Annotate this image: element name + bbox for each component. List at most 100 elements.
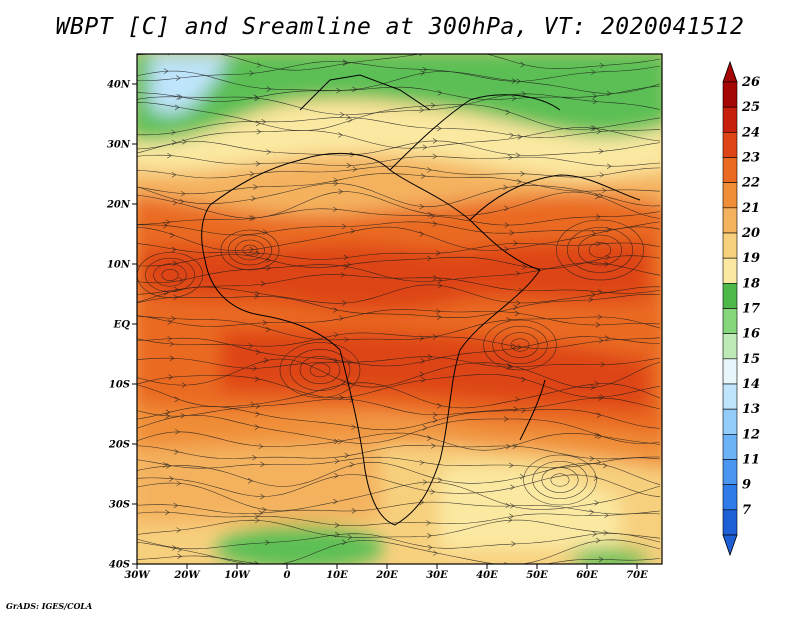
streamline-arrow [171,171,177,178]
streamline-arrow [344,336,349,343]
streamline-arrow [167,335,172,342]
streamline-arrow [333,498,338,505]
streamline [137,226,661,251]
colorbar-segment [722,358,738,385]
streamline-arrow [591,69,596,75]
streamline-arrow [588,296,594,303]
lon-label: 30E [426,570,448,581]
streamline-arrow [170,232,175,238]
streamline-arrow [432,334,438,340]
streamline-arrow [435,250,441,256]
streamline-arrow [338,132,343,138]
streamline-arrow [342,300,347,306]
streamline [137,555,661,564]
streamline-arrow [604,261,610,267]
streamline-arrow [340,272,346,278]
streamline-arrow [250,401,256,408]
streamline-arrow [256,128,262,135]
colorbar-label: 22 [741,176,760,191]
streamline-arrow [430,213,435,219]
swirl-streamline [532,460,588,500]
streamline-arrow [163,289,169,296]
streamline-arrow [430,489,436,495]
longitude-axis: 30W 20W 10W 0 10E 20E 30E 40E 50E 60E 70E [124,564,648,581]
streamline [137,309,661,327]
streamline-arrow [427,532,432,539]
streamline-arrow [419,107,425,113]
colorbar-segment [722,383,738,410]
streamline [137,336,661,367]
streamline-arrow [513,240,519,247]
swirl-streamline [242,244,258,256]
streamline-arrow [515,152,521,158]
streamline [137,481,661,511]
streamline-arrow [604,335,610,341]
lat-label: EQ [113,320,131,331]
swirl-streamline [492,325,548,365]
lon-label: 50E [526,570,548,581]
streamline-arrow [176,527,181,533]
lat-label: 40S [109,560,130,571]
lon-label: 40E [476,570,498,581]
streamline-arrow [602,462,608,469]
swirl-streamline [227,234,273,266]
streamline [137,262,661,284]
colorbar-segment [722,434,738,460]
colorbar-label: 20 [741,226,760,241]
streamline-arrow [352,166,358,172]
streamline-arrow [172,260,178,267]
streamline-arrow [511,343,517,350]
swirl-streamline [299,355,341,385]
streamline-arrow [255,403,261,409]
streamline-arrow [432,412,438,418]
streamline-arrow [517,134,523,140]
streamline-arrow [593,475,599,481]
colorbar-label: 15 [742,352,760,367]
streamline-arrow [515,270,521,277]
streamline [137,61,661,82]
streamline-arrow [165,409,171,415]
streamline-arrow [339,111,345,118]
streamline-arrow [334,473,339,479]
streamline-arrow [432,275,438,281]
streamline-arrow [514,310,520,317]
streamline-arrow [520,61,526,68]
streamline-arrow [594,193,600,200]
streamline-arrow [508,462,514,469]
streamline-arrow [181,382,187,388]
streamline [137,316,661,341]
streamline-arrow [176,480,182,487]
streamline [137,221,661,236]
streamline-arrow [338,315,344,321]
colorbar-label: 21 [741,201,760,216]
streamline [137,406,661,431]
streamline-arrow [512,443,518,450]
streamline-arrow [346,261,352,268]
lon-label: 60E [576,570,598,581]
streamline-arrow [420,358,426,364]
streamline-arrow [252,365,258,371]
streamline-arrow [345,114,351,121]
streamline-arrow [334,522,340,528]
colorbar-segment [722,459,738,485]
streamline-arrow [258,443,264,450]
lon-label: 10E [326,570,348,581]
streamline-arrow [517,344,523,350]
streamline-arrow [165,509,170,516]
streamline [137,85,661,102]
grads-credit: GrADS: IGES/COLA [6,601,93,611]
streamline-arrow [521,91,527,97]
swirl-streamline [541,467,579,493]
streamline-arrow [432,138,438,144]
swirl-streamline [309,362,331,378]
streamline-arrow [334,458,340,464]
streamline-arrow [436,308,441,315]
streamline-arrow [594,500,600,506]
colorbar-segment [722,484,738,511]
map-title: WBPT [C] and Sreamline at 300hPa, VT: 20… [55,14,745,40]
streamline [137,254,661,269]
streamline-arrow [511,78,517,84]
lon-label: 10W [224,570,251,581]
streamline-arrow [252,454,257,461]
